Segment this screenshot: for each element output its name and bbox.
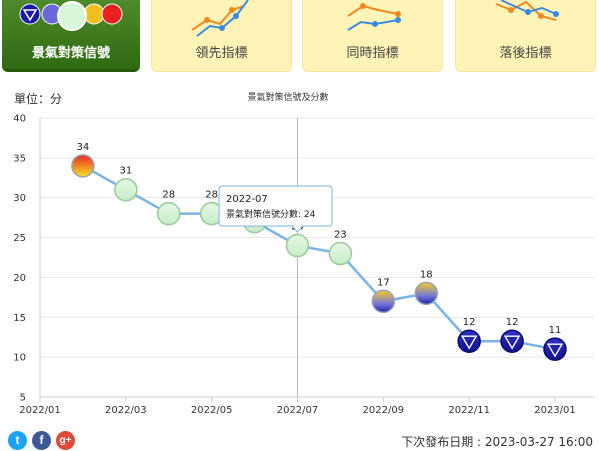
google-plus-glyph: g+ bbox=[59, 435, 72, 446]
y-tick-label: 20 bbox=[13, 273, 26, 284]
signal-triangle-icon bbox=[460, 335, 478, 350]
tab-leading-label: 領先指標 bbox=[195, 46, 248, 61]
chart-title: 景氣對策信號及分數 bbox=[247, 91, 328, 103]
y-tick-label: 25 bbox=[13, 233, 26, 244]
signal-triangle-icon bbox=[546, 343, 564, 358]
tab-lagging[interactable]: 落後指標 bbox=[455, 0, 596, 72]
twitter-icon[interactable]: t bbox=[8, 431, 27, 450]
tab-signals-label: 景氣對策信號 bbox=[31, 46, 110, 61]
y-tick-label: 40 bbox=[13, 114, 26, 125]
data-label: 23 bbox=[334, 230, 347, 241]
line-chart-icon bbox=[191, 0, 249, 37]
data-label: 12 bbox=[463, 317, 476, 328]
indicator-tabs: 景氣對策信號 領先指標 同時指標 落後指標 bbox=[0, 0, 599, 76]
data-label: 18 bbox=[420, 269, 433, 280]
y-tick-label: 35 bbox=[13, 153, 26, 164]
tab-coincident[interactable]: 同時指標 bbox=[302, 0, 443, 72]
tab-signals[interactable]: 景氣對策信號 bbox=[2, 0, 140, 72]
chart-tooltip: 2022-07 景氣對策信號分數: 24 bbox=[218, 185, 333, 233]
signal-triangle-icon bbox=[503, 335, 521, 350]
x-tick-label: 2022/09 bbox=[363, 405, 405, 416]
y-tick-label: 15 bbox=[13, 313, 26, 324]
facebook-icon[interactable]: f bbox=[32, 431, 51, 450]
data-point[interactable] bbox=[414, 281, 438, 306]
data-label: 28 bbox=[162, 190, 175, 201]
x-tick-label: 2022/11 bbox=[448, 405, 490, 416]
twitter-glyph: t bbox=[15, 433, 20, 447]
x-tick-label: 2022/01 bbox=[19, 405, 61, 416]
x-tick-label: 2022/03 bbox=[105, 405, 147, 416]
google-plus-icon[interactable]: g+ bbox=[56, 431, 75, 450]
data-label: 17 bbox=[377, 277, 390, 288]
x-tick-label: 2022/05 bbox=[191, 405, 233, 416]
data-label: 11 bbox=[549, 325, 562, 336]
y-tick-label: 5 bbox=[20, 393, 26, 404]
signal-lights-icon bbox=[19, 1, 123, 31]
next-release-date: 下次發布日期 : 2023-03-27 16:00 bbox=[401, 435, 593, 449]
data-label: 31 bbox=[119, 166, 132, 177]
data-point[interactable] bbox=[114, 177, 138, 202]
data-point[interactable] bbox=[157, 201, 181, 226]
facebook-glyph: f bbox=[39, 433, 44, 447]
x-tick-label: 2023/01 bbox=[534, 405, 576, 416]
line-chart-icon bbox=[347, 3, 401, 31]
data-label: 34 bbox=[77, 142, 90, 153]
line-chart-icon bbox=[495, 0, 559, 21]
x-tick-label: 2022/07 bbox=[277, 405, 319, 416]
data-label: 28 bbox=[205, 190, 218, 201]
data-point[interactable] bbox=[371, 289, 396, 314]
signal-score-chart: 景氣對策信號及分數 5 10 15 20 25 30 35 40 2022/01 2022/03 20… bbox=[13, 91, 594, 416]
tab-leading[interactable]: 領先指標 bbox=[151, 0, 292, 72]
tooltip-text: 景氣對策信號分數: 24 bbox=[226, 208, 316, 220]
unit-label: 單位：分 bbox=[14, 92, 63, 106]
tooltip-title: 2022-07 bbox=[226, 194, 268, 205]
y-tick-label: 10 bbox=[13, 353, 26, 364]
y-tick-label: 30 bbox=[13, 193, 26, 204]
data-label: 12 bbox=[506, 317, 519, 328]
data-point[interactable] bbox=[71, 154, 95, 178]
data-point[interactable] bbox=[285, 233, 310, 258]
data-point[interactable] bbox=[328, 241, 353, 266]
tab-lagging-label: 落後指標 bbox=[499, 46, 552, 61]
tab-coincident-label: 同時指標 bbox=[346, 46, 399, 61]
